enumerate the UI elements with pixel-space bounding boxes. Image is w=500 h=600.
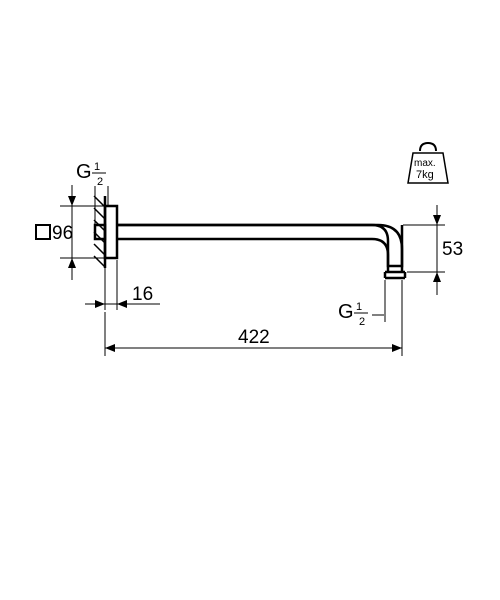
thread-label-top: G 1 2: [76, 161, 108, 224]
thread-bottom-den: 2: [359, 316, 365, 328]
square-symbol: [36, 225, 50, 239]
wall-mount-flange: [94, 196, 117, 268]
thread-bottom-g: G: [338, 301, 354, 323]
thread-label-bottom: G 1 2: [338, 280, 385, 328]
thread-top-g: G: [76, 161, 92, 183]
technical-drawing: 96 16 G 1 2 G 1 2 53: [0, 0, 500, 600]
thread-bottom-num: 1: [356, 301, 362, 313]
weight-label-max: max.: [414, 158, 436, 169]
shower-arm: [117, 225, 405, 278]
weight-icon: max. 7kg: [408, 143, 448, 183]
thread-top-den: 2: [97, 176, 103, 188]
dim-422-value: 422: [238, 327, 270, 348]
dim-16-value: 16: [132, 284, 153, 305]
thread-top-num: 1: [94, 161, 100, 173]
dim-mount-96: 96: [52, 185, 108, 280]
dim-53-value: 53: [442, 239, 463, 260]
dim-96-value: 96: [52, 223, 73, 244]
dim-drop-53: 53: [403, 205, 463, 295]
dim-flange-16: 16: [85, 260, 160, 310]
weight-label-value: 7kg: [416, 169, 434, 181]
